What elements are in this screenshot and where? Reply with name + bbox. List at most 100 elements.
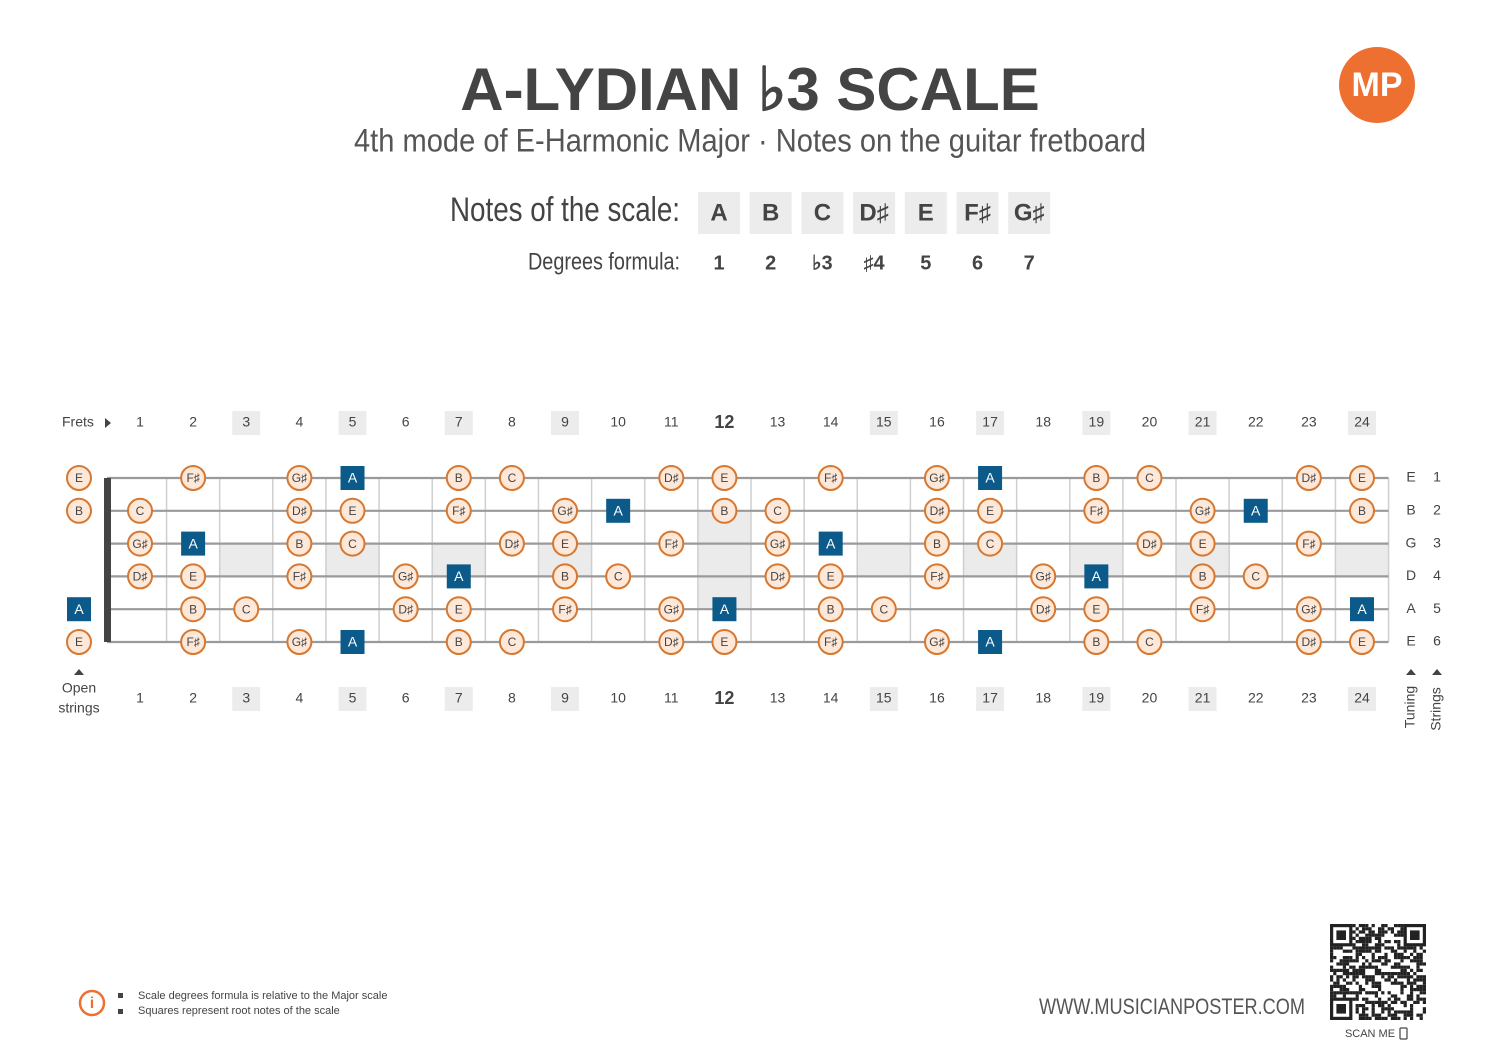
note-box (853, 192, 896, 234)
qr-cell (1371, 991, 1375, 995)
qr-cell (1355, 1007, 1359, 1011)
qr-cell (1400, 972, 1404, 976)
note (977, 497, 1004, 524)
note-box (956, 192, 999, 234)
qr-cell (1371, 1013, 1375, 1017)
root-note (1349, 597, 1374, 622)
qr-cell (1406, 972, 1410, 976)
qr-cell (1342, 965, 1346, 969)
qr-cell (1371, 959, 1375, 963)
qr-cell (1410, 991, 1414, 995)
qr-cell (1352, 968, 1356, 972)
qr-cell (1374, 984, 1378, 988)
fret-number: 17 (982, 690, 998, 706)
info-icon (78, 989, 106, 1017)
qr-cell (1400, 984, 1404, 988)
qr-cell (1358, 946, 1362, 950)
qr-cell (1362, 1007, 1366, 1011)
qr-cell (1358, 988, 1362, 992)
qr-cell (1416, 1013, 1420, 1017)
note-label: F♯ (1196, 602, 1209, 616)
scale-degree: 1 (713, 252, 724, 274)
qr-cell (1422, 991, 1426, 995)
qr-cell (1394, 952, 1398, 956)
qr-cell (1362, 936, 1366, 940)
qr-cell (1416, 975, 1420, 979)
qr-cell (1416, 1000, 1420, 1004)
qr-cell (1358, 968, 1362, 972)
note-label: A (985, 634, 995, 650)
qr-cell (1365, 936, 1369, 940)
note (286, 563, 313, 590)
qr-cell (1422, 984, 1426, 988)
qr-cell (1342, 984, 1346, 988)
note-label: A (188, 535, 198, 551)
qr-cell (1390, 965, 1394, 969)
note-label: C (1145, 635, 1154, 649)
string-number: 2 (1433, 502, 1441, 518)
scale-degree: ♭3 (812, 252, 833, 274)
qr-cell (1400, 952, 1404, 956)
qr-cell (1365, 927, 1369, 931)
fret-number: 4 (295, 690, 303, 706)
qr-cell (1362, 968, 1366, 972)
tuning: E (1406, 469, 1415, 485)
qr-cell (1419, 988, 1423, 992)
qr-cell (1406, 965, 1410, 969)
note-label: D♯ (1302, 635, 1317, 649)
note-label: E (455, 602, 463, 616)
qr-cell (1419, 968, 1423, 972)
qr-cell (1358, 991, 1362, 995)
note-label: A (613, 503, 623, 519)
qr-cell (1410, 997, 1414, 1001)
qr-cell (1378, 1004, 1382, 1008)
open-arrow (74, 669, 84, 675)
qr-cell (1410, 1016, 1414, 1020)
qr-cell (1416, 968, 1420, 972)
qr-cell (1419, 959, 1423, 963)
fret-number-box (976, 687, 1005, 711)
note (711, 497, 738, 524)
fret-number: 14 (823, 690, 839, 706)
note (658, 465, 685, 491)
qr-cell (1387, 1010, 1391, 1014)
note-label: F♯ (1302, 537, 1315, 551)
qr-cell (1400, 991, 1404, 995)
note-label: G♯ (929, 471, 944, 485)
note (445, 629, 472, 655)
qr-cell (1378, 946, 1382, 950)
qr-cell (1400, 975, 1404, 979)
note (1030, 563, 1057, 590)
qr-cell (1368, 1000, 1372, 1004)
tuning-label: Tuning (1402, 686, 1418, 728)
qr-cell (1368, 1016, 1372, 1020)
note-label: D♯ (770, 570, 785, 584)
qr-cell (1374, 936, 1378, 940)
fret-number: 6 (402, 690, 410, 706)
qr-cell (1365, 940, 1369, 944)
fret-number-box (551, 411, 580, 435)
qr-cell (1403, 968, 1407, 972)
qr-cell (1410, 975, 1414, 979)
qr-cell (1352, 959, 1356, 963)
note-label: E (1358, 635, 1366, 649)
qr-cell (1330, 994, 1334, 998)
qr-cell (1400, 956, 1404, 960)
qr-cell (1416, 984, 1420, 988)
qr-cell (1400, 965, 1404, 969)
qr-cell (1381, 1000, 1385, 1004)
note-label: F♯ (824, 635, 837, 649)
qr-cell (1346, 956, 1350, 960)
qr-cell (1368, 975, 1372, 979)
qr-cell (1333, 984, 1337, 988)
note (1348, 497, 1375, 524)
qr-cell (1416, 959, 1420, 963)
qr-cell (1333, 946, 1337, 950)
qr-cell (1400, 924, 1404, 928)
note (180, 563, 207, 590)
note-label: E (75, 471, 83, 485)
qr-cell (1365, 981, 1369, 985)
bullet (118, 993, 123, 998)
qr-cell (1387, 946, 1391, 950)
qr-cell (1352, 965, 1356, 969)
